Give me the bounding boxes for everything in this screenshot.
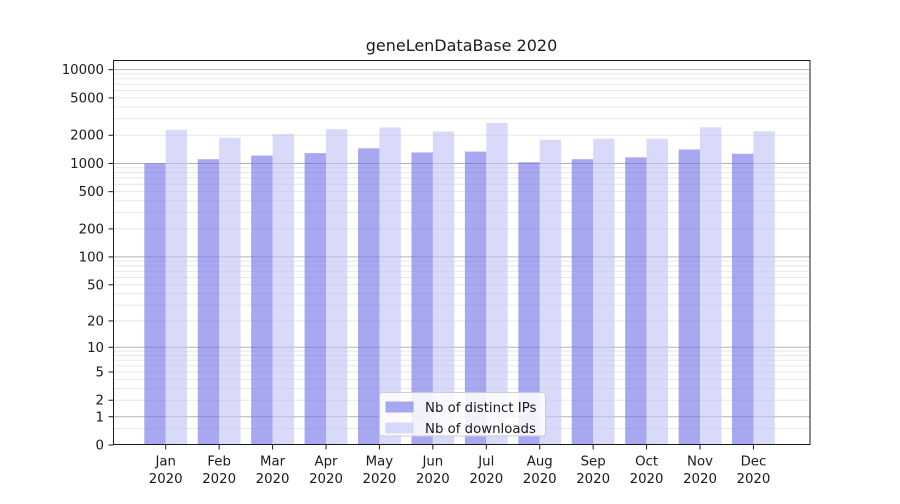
x-tick-label-month: Jul (477, 455, 494, 470)
bar-distinct-ips-may (358, 148, 380, 445)
x-tick-label-year: 2020 (149, 472, 183, 487)
legend-box (379, 392, 546, 437)
y-tick-label: 20 (87, 314, 104, 329)
legend-label: Nb of distinct IPs (425, 401, 537, 416)
bar-downloads-apr (325, 129, 348, 445)
y-tick-label: 500 (79, 185, 104, 200)
x-tick-label-month: Mar (260, 455, 286, 470)
x-tick-label-year: 2020 (362, 472, 396, 487)
bar-distinct-ips-jan (144, 163, 166, 445)
x-tick-label-year: 2020 (416, 472, 450, 487)
x-tick-label-month: Nov (687, 455, 713, 470)
y-tick-label: 1000 (70, 157, 104, 172)
bar-distinct-ips-nov (678, 149, 700, 445)
bar-downloads-jul (486, 122, 508, 445)
y-tick-label: 10000 (62, 63, 104, 78)
x-tick-label-year: 2020 (683, 472, 717, 487)
x-axis-ticks (165, 444, 754, 450)
x-tick-label-month: Oct (635, 455, 658, 470)
y-tick-label: 2 (96, 394, 104, 409)
x-tick-label-year: 2020 (630, 472, 664, 487)
y-tick-label: 10 (87, 341, 104, 356)
x-tick-label-month: Sep (581, 455, 606, 470)
x-tick-label-month: Jun (421, 455, 443, 470)
chart-title: geneLenDataBase 2020 (366, 36, 558, 55)
bar-distinct-ips-jun (411, 152, 433, 445)
x-tick-label-year: 2020 (309, 472, 343, 487)
y-tick-label: 1 (96, 410, 104, 425)
x-tick-label-month: Dec (741, 455, 767, 470)
x-tick-label-month: Feb (207, 455, 231, 470)
bar-distinct-ips-jul (464, 151, 487, 445)
y-tick-label: 200 (79, 222, 104, 237)
x-axis-tick-labels: Jan 2020 Feb 2020 Mar 2020 Apr 2020 May 2020 Jun 20… (149, 455, 771, 488)
bar-downloads-nov (700, 127, 722, 445)
x-tick-label-year: 2020 (469, 472, 503, 487)
x-tick-label-year: 2020 (523, 472, 557, 487)
bar-distinct-ips-aug (518, 162, 540, 445)
y-axis-ticks (108, 69, 114, 446)
bar-downloads-jan (165, 129, 188, 445)
legend: Nb of distinct IPs Nb of downloads (379, 392, 546, 437)
legend-swatch (385, 401, 414, 413)
x-tick-label-month: Apr (314, 455, 338, 470)
x-tick-label-year: 2020 (256, 472, 290, 487)
bar-distinct-ips-oct (625, 157, 647, 445)
x-tick-label-year: 2020 (737, 472, 771, 487)
bar-distinct-ips-mar (251, 155, 273, 445)
x-tick-label-year: 2020 (202, 472, 236, 487)
y-tick-label: 0 (96, 439, 104, 454)
y-tick-label: 2000 (70, 129, 104, 144)
bar-distinct-ips-sep (571, 159, 594, 445)
bar-distinct-ips-feb (197, 159, 220, 445)
bar-downloads-aug (539, 139, 562, 445)
bar-downloads-mar (272, 134, 294, 445)
x-tick-label-month: May (366, 455, 394, 470)
legend-swatch (385, 422, 414, 434)
bar-downloads-may (379, 127, 401, 445)
bars (144, 122, 775, 445)
x-tick-label-year: 2020 (576, 472, 610, 487)
legend-label: Nb of downloads (425, 422, 536, 437)
bar-downloads-oct (646, 138, 668, 445)
y-tick-label: 100 (79, 250, 104, 265)
bar-distinct-ips-dec (732, 153, 754, 445)
bar-downloads-sep (593, 138, 615, 445)
x-tick-label-month: Aug (527, 455, 553, 470)
y-tick-label: 50 (87, 278, 104, 293)
y-tick-label: 5000 (70, 91, 104, 106)
bar-distinct-ips-apr (304, 153, 326, 445)
plot-border (113, 60, 811, 445)
y-tick-label: 5 (96, 365, 104, 380)
bar-downloads-jun (432, 131, 455, 445)
bar-downloads-feb (219, 137, 241, 445)
bar-downloads-dec (753, 131, 775, 445)
x-tick-label-month: Jan (154, 455, 176, 470)
